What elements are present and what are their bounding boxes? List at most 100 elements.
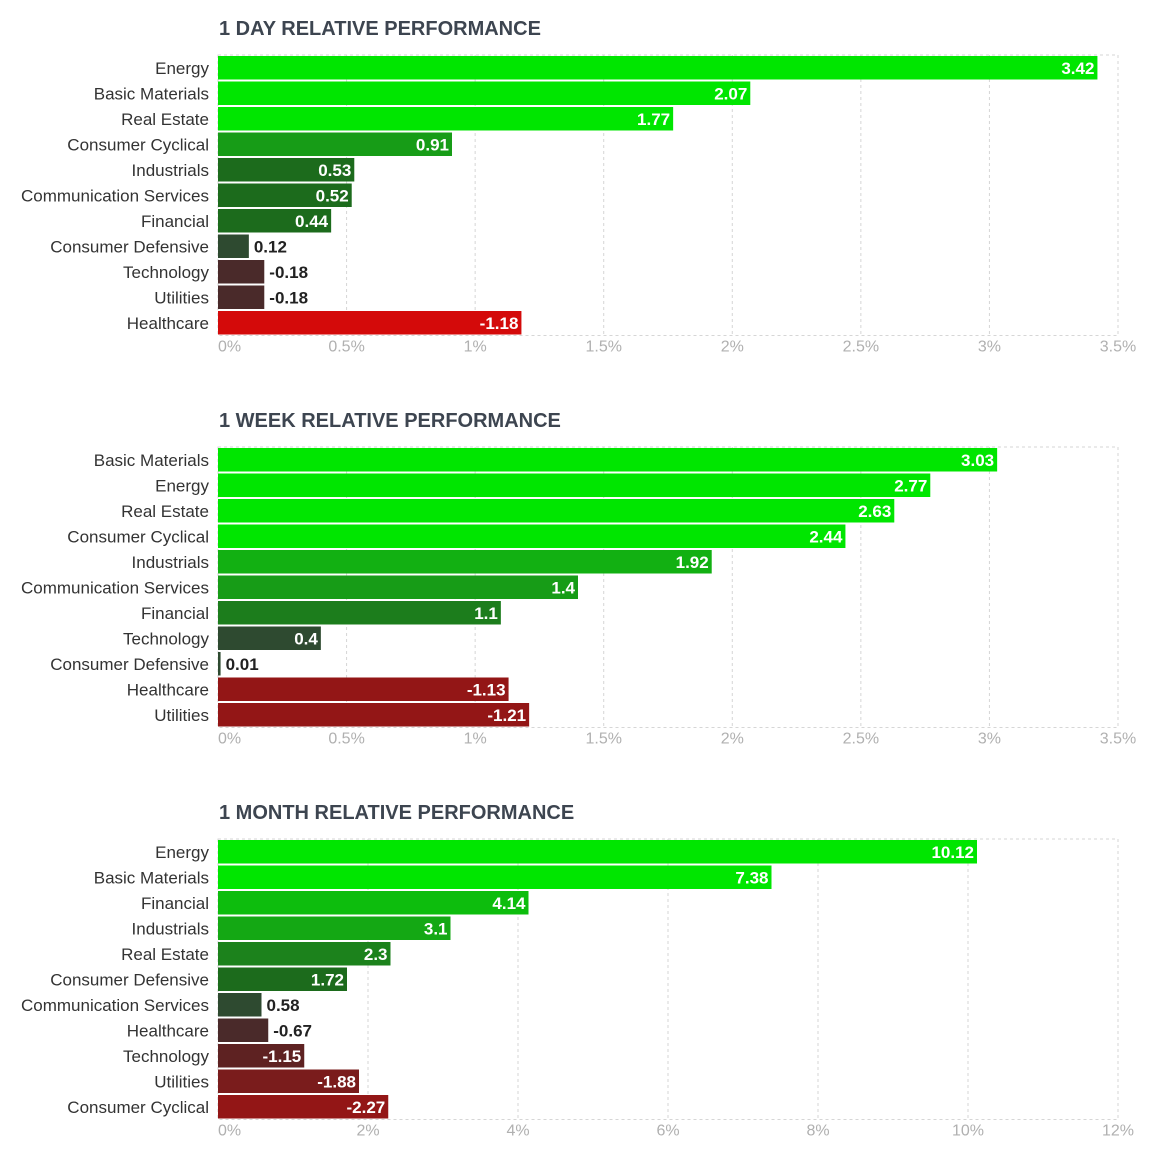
value-label: 2.07: [714, 84, 747, 103]
x-tick-label: 2%: [356, 1123, 379, 1140]
value-label: 10.12: [931, 843, 974, 862]
bar: [218, 285, 265, 309]
x-tick-label: 2.5%: [843, 731, 879, 748]
category-label: Industrials: [132, 919, 209, 938]
category-label: Energy: [155, 476, 209, 495]
bar: [218, 550, 712, 574]
category-label: Technology: [123, 263, 210, 282]
bar: [218, 1095, 389, 1119]
value-label: -2.27: [347, 1098, 386, 1117]
value-label: 7.38: [735, 868, 768, 887]
category-label: Consumer Cyclical: [67, 527, 209, 546]
category-label: Consumer Defensive: [50, 655, 209, 674]
bar: [218, 158, 355, 182]
bar: [218, 473, 931, 497]
bar: [218, 209, 332, 233]
bar: [218, 448, 998, 472]
bar: [218, 260, 265, 284]
value-label: 0.58: [267, 996, 300, 1015]
value-label: 1.1: [474, 604, 498, 623]
category-label: Basic Materials: [94, 84, 209, 103]
value-label: 2.63: [858, 502, 891, 521]
value-label: -0.18: [269, 263, 308, 282]
value-label: 2.3: [364, 945, 388, 964]
x-tick-label: 1%: [464, 339, 487, 356]
value-label: 1.77: [637, 110, 670, 129]
x-tick-label: 2%: [721, 731, 744, 748]
category-label: Basic Materials: [94, 868, 209, 887]
category-label: Financial: [141, 212, 209, 231]
category-label: Financial: [141, 604, 209, 623]
bar: [218, 56, 1098, 80]
value-label: -0.18: [269, 288, 308, 307]
x-tick-label: 12%: [1102, 1123, 1134, 1140]
category-label: Consumer Cyclical: [67, 1098, 209, 1117]
chart-1week-plot: 0% 0.5% 1% 1.5% 2% 2.5% 3% 3.5% Basic Materials 3…: [21, 446, 1136, 748]
chart-1day-plot: 0% 0.5% 1% 1.5% 2% 2.5% 3% 3.5% Energy 3.42 Basic …: [21, 54, 1136, 356]
value-label: 4.14: [492, 894, 526, 913]
category-label: Communication Services: [21, 996, 209, 1015]
value-label: 0.12: [254, 237, 287, 256]
bar: [218, 1044, 305, 1068]
chart-1month: 1 MONTH RELATIVE PERFORMANCE 0% 2% 4% 6% 8% 1…: [0, 802, 1159, 1152]
bar: [218, 967, 347, 991]
x-tick-label: 0%: [218, 731, 241, 748]
x-tick-label: 0%: [218, 339, 241, 356]
category-label: Consumer Defensive: [50, 970, 209, 989]
bar: [218, 107, 674, 131]
category-label: Utilities: [154, 706, 209, 725]
value-label: -1.21: [487, 706, 526, 725]
category-label: Utilities: [154, 288, 209, 307]
bar: [218, 993, 262, 1017]
value-label: 3.42: [1061, 59, 1094, 78]
bar: [218, 652, 221, 676]
bar: [218, 916, 451, 940]
category-label: Consumer Defensive: [50, 237, 209, 256]
x-tick-label: 3%: [978, 339, 1001, 356]
value-label: 1.92: [676, 553, 709, 572]
category-label: Healthcare: [127, 314, 209, 333]
value-label: -1.15: [263, 1047, 302, 1066]
category-label: Real Estate: [121, 502, 209, 521]
value-label: -1.13: [467, 680, 506, 699]
x-tick-label: 1%: [464, 731, 487, 748]
category-label: Technology: [123, 1047, 210, 1066]
category-label: Industrials: [132, 553, 209, 572]
bar: [218, 891, 529, 915]
x-tick-label: 3.5%: [1100, 339, 1136, 356]
value-label: 3.1: [424, 919, 448, 938]
bar: [218, 575, 578, 599]
bar: [218, 703, 530, 727]
value-label: 2.44: [809, 527, 843, 546]
category-label: Real Estate: [121, 945, 209, 964]
bar: [218, 677, 509, 701]
chart-title: 1 DAY RELATIVE PERFORMANCE: [219, 18, 541, 40]
value-label: -0.67: [273, 1021, 312, 1040]
x-tick-label: 4%: [506, 1123, 529, 1140]
value-label: 1.72: [311, 970, 344, 989]
value-label: -1.88: [317, 1072, 356, 1091]
value-label: 0.01: [226, 655, 259, 674]
x-tick-label: 8%: [806, 1123, 829, 1140]
x-tick-label: 10%: [952, 1123, 984, 1140]
value-label: 0.91: [416, 135, 449, 154]
category-label: Consumer Cyclical: [67, 135, 209, 154]
value-label: 2.77: [894, 476, 927, 495]
chart-1day: 1 DAY RELATIVE PERFORMANCE 0% 0.5% 1% 1.5% 2…: [0, 18, 1159, 368]
x-tick-label: 2.5%: [843, 339, 879, 356]
bar: [218, 524, 846, 548]
bar: [218, 1018, 269, 1042]
category-label: Healthcare: [127, 1021, 209, 1040]
x-tick-label: 0.5%: [328, 731, 364, 748]
chart-1week: 1 WEEK RELATIVE PERFORMANCE 0% 0.5% 1% 1.5%…: [0, 410, 1159, 760]
category-label: Basic Materials: [94, 451, 209, 470]
category-label: Financial: [141, 894, 209, 913]
value-label: -1.18: [480, 314, 519, 333]
bar: [218, 601, 501, 625]
x-tick-label: 0%: [218, 1123, 241, 1140]
value-label: 0.4: [294, 629, 318, 648]
chart-title: 1 MONTH RELATIVE PERFORMANCE: [219, 802, 575, 824]
bar: [218, 865, 772, 889]
value-label: 0.53: [318, 161, 351, 180]
bar: [218, 840, 977, 864]
